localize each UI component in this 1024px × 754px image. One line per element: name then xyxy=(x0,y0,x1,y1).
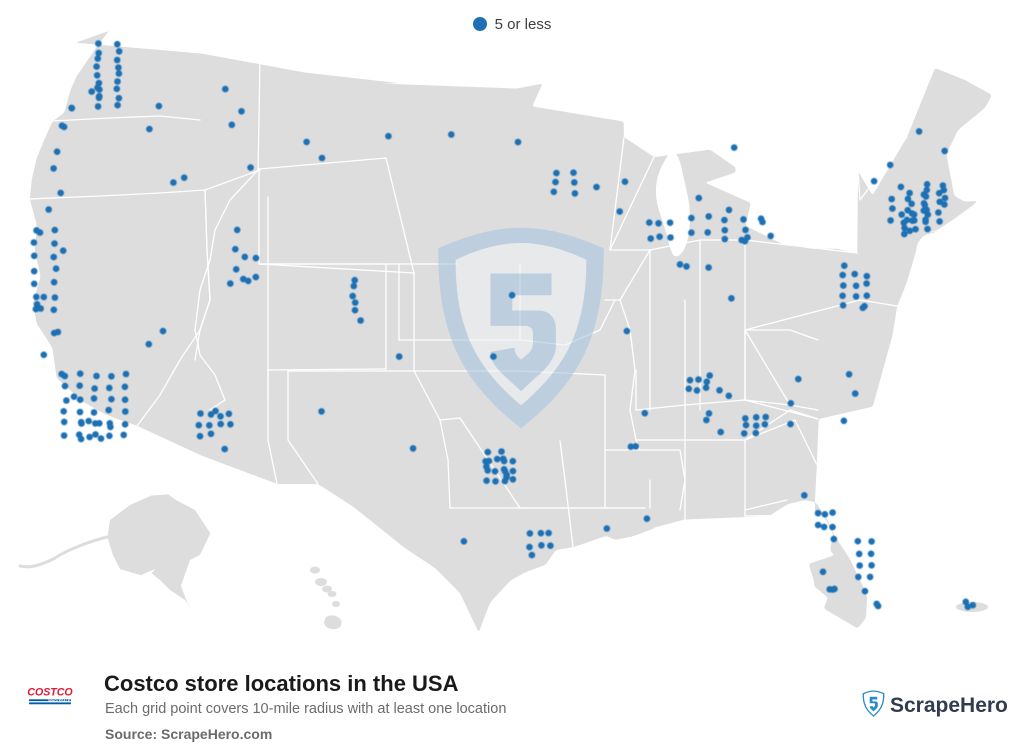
svg-text:WHOLESALE: WHOLESALE xyxy=(48,699,71,703)
svg-text:COSTCO: COSTCO xyxy=(27,687,73,699)
